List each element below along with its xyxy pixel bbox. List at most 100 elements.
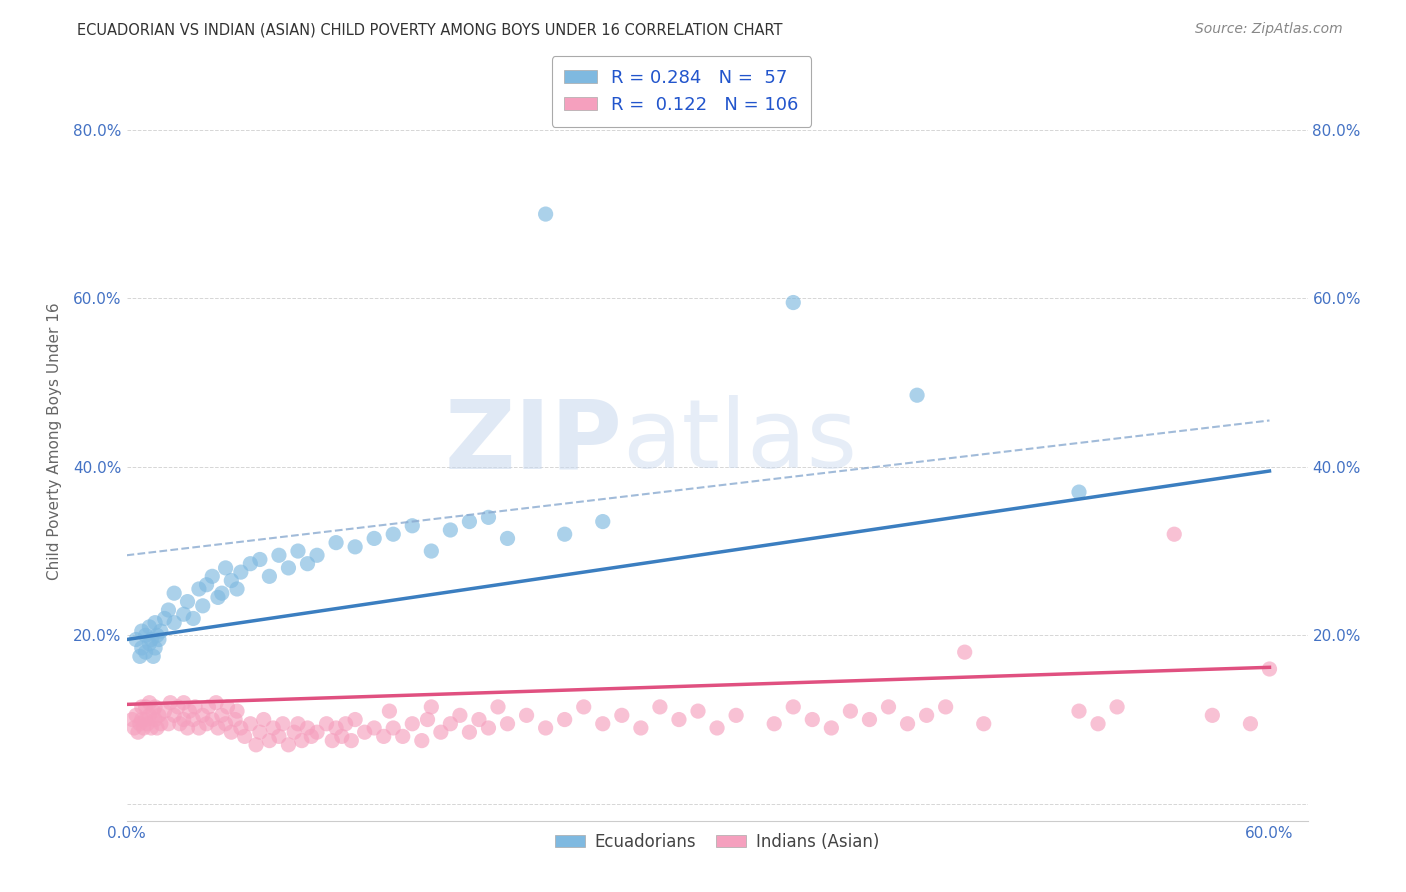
Indians (Asian) — [315, 716, 337, 731]
Indians (Asian) — [668, 713, 690, 727]
Indians (Asian) — [725, 708, 748, 723]
Ecuadorians — [458, 515, 481, 529]
Indians (Asian) — [205, 696, 228, 710]
Indians (Asian) — [127, 725, 149, 739]
Ecuadorians — [131, 624, 153, 639]
Ecuadorians — [305, 548, 328, 563]
Indians (Asian) — [259, 733, 281, 747]
Indians (Asian) — [224, 713, 246, 727]
Ecuadorians — [905, 388, 928, 402]
Indians (Asian) — [262, 721, 284, 735]
Ecuadorians — [363, 532, 385, 546]
Indians (Asian) — [121, 713, 143, 727]
Indians (Asian) — [287, 716, 309, 731]
Indians (Asian) — [138, 708, 160, 723]
Indians (Asian) — [763, 716, 786, 731]
Indians (Asian) — [373, 730, 395, 744]
Ecuadorians — [135, 645, 157, 659]
Indians (Asian) — [391, 730, 413, 744]
Text: ZIP: ZIP — [444, 395, 623, 488]
Indians (Asian) — [335, 716, 357, 731]
Legend: Ecuadorians, Indians (Asian): Ecuadorians, Indians (Asian) — [548, 827, 886, 858]
Ecuadorians — [221, 574, 243, 588]
Ecuadorians — [382, 527, 405, 541]
Ecuadorians — [782, 295, 804, 310]
Indians (Asian) — [207, 721, 229, 735]
Indians (Asian) — [187, 721, 209, 735]
Ecuadorians — [195, 578, 218, 592]
Indians (Asian) — [131, 699, 153, 714]
Indians (Asian) — [143, 713, 166, 727]
Indians (Asian) — [1107, 699, 1129, 714]
Ecuadorians — [287, 544, 309, 558]
Indians (Asian) — [858, 713, 880, 727]
Indians (Asian) — [420, 699, 443, 714]
Indians (Asian) — [305, 725, 328, 739]
Y-axis label: Child Poverty Among Boys Under 16: Child Poverty Among Boys Under 16 — [46, 302, 62, 581]
Text: Source: ZipAtlas.com: Source: ZipAtlas.com — [1195, 22, 1343, 37]
Indians (Asian) — [173, 696, 195, 710]
Ecuadorians — [125, 632, 148, 647]
Indians (Asian) — [411, 733, 433, 747]
Indians (Asian) — [211, 708, 233, 723]
Indians (Asian) — [169, 716, 191, 731]
Indians (Asian) — [449, 708, 471, 723]
Indians (Asian) — [534, 721, 557, 735]
Indians (Asian) — [1258, 662, 1281, 676]
Ecuadorians — [173, 607, 195, 622]
Indians (Asian) — [148, 708, 170, 723]
Indians (Asian) — [201, 713, 224, 727]
Indians (Asian) — [142, 704, 165, 718]
Indians (Asian) — [782, 699, 804, 714]
Ecuadorians — [420, 544, 443, 558]
Indians (Asian) — [416, 713, 439, 727]
Ecuadorians — [207, 591, 229, 605]
Indians (Asian) — [935, 699, 957, 714]
Ecuadorians — [401, 518, 423, 533]
Ecuadorians — [267, 548, 290, 563]
Ecuadorians — [439, 523, 461, 537]
Ecuadorians — [249, 552, 271, 566]
Ecuadorians — [214, 561, 236, 575]
Indians (Asian) — [229, 721, 252, 735]
Ecuadorians — [211, 586, 233, 600]
Ecuadorians — [135, 628, 157, 642]
Indians (Asian) — [157, 716, 180, 731]
Indians (Asian) — [877, 699, 900, 714]
Indians (Asian) — [299, 730, 322, 744]
Ecuadorians — [181, 611, 204, 625]
Indians (Asian) — [221, 725, 243, 739]
Indians (Asian) — [167, 699, 190, 714]
Indians (Asian) — [267, 730, 290, 744]
Indians (Asian) — [801, 713, 824, 727]
Indians (Asian) — [176, 721, 198, 735]
Indians (Asian) — [363, 721, 385, 735]
Indians (Asian) — [132, 721, 155, 735]
Indians (Asian) — [159, 696, 181, 710]
Ecuadorians — [297, 557, 319, 571]
Indians (Asian) — [233, 730, 256, 744]
Ecuadorians — [239, 557, 262, 571]
Ecuadorians — [138, 637, 160, 651]
Text: atlas: atlas — [623, 395, 858, 488]
Ecuadorians — [534, 207, 557, 221]
Ecuadorians — [496, 532, 519, 546]
Ecuadorians — [277, 561, 299, 575]
Indians (Asian) — [1087, 716, 1109, 731]
Indians (Asian) — [149, 716, 172, 731]
Ecuadorians — [163, 615, 186, 630]
Indians (Asian) — [496, 716, 519, 731]
Ecuadorians — [325, 535, 347, 549]
Indians (Asian) — [146, 721, 169, 735]
Indians (Asian) — [330, 730, 353, 744]
Indians (Asian) — [353, 725, 375, 739]
Indians (Asian) — [163, 708, 186, 723]
Indians (Asian) — [839, 704, 862, 718]
Ecuadorians — [592, 515, 614, 529]
Indians (Asian) — [344, 713, 367, 727]
Indians (Asian) — [184, 699, 207, 714]
Indians (Asian) — [516, 708, 538, 723]
Indians (Asian) — [610, 708, 633, 723]
Indians (Asian) — [122, 721, 145, 735]
Ecuadorians — [176, 594, 198, 608]
